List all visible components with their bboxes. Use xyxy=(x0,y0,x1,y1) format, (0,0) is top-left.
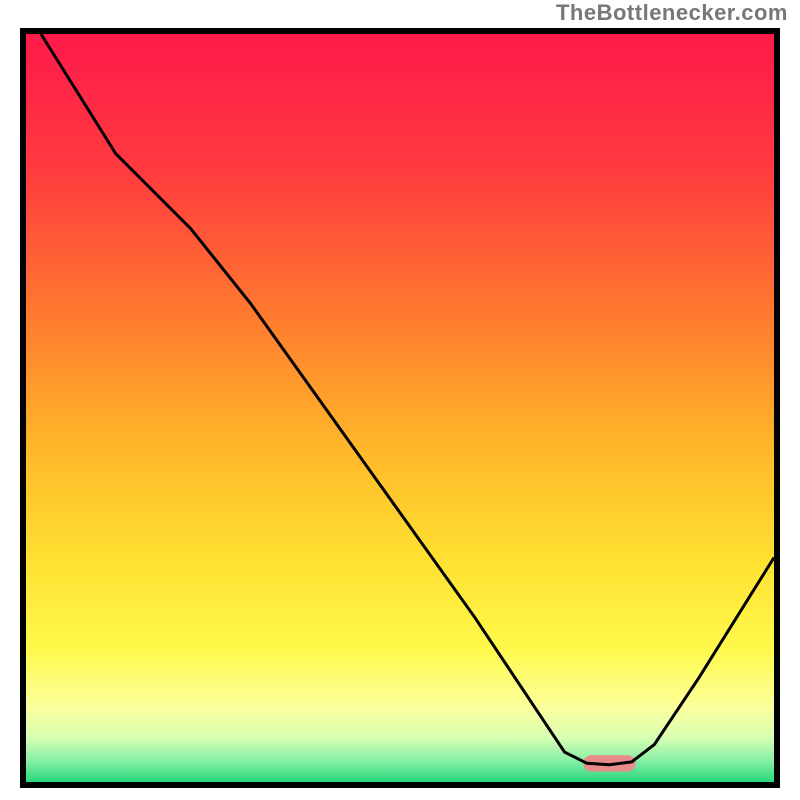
curve-layer xyxy=(26,34,774,782)
watermark-text: TheBottlenecker.com xyxy=(556,0,788,26)
chart-root: TheBottlenecker.com xyxy=(0,0,800,800)
plot-area xyxy=(20,28,780,788)
curve-path xyxy=(41,34,774,765)
